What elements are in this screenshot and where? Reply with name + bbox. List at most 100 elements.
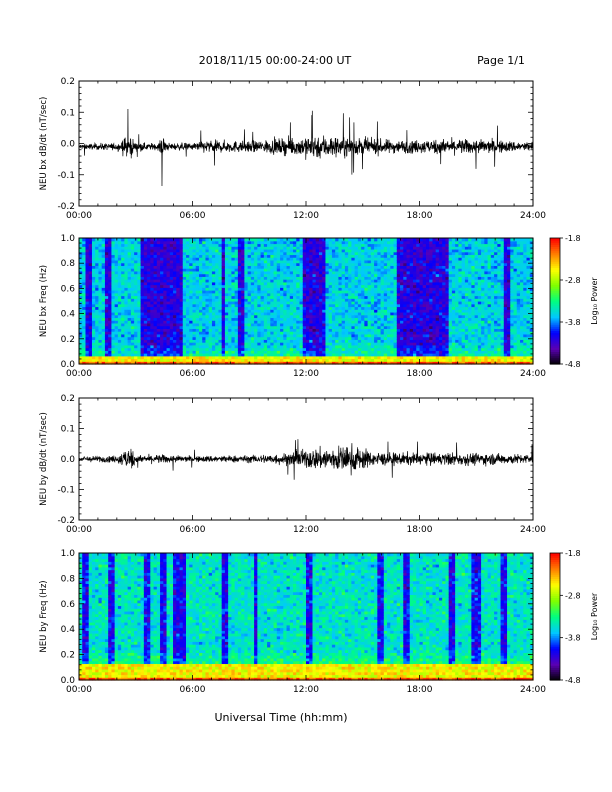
spectrogram-cell xyxy=(202,251,207,256)
spectrogram-cell xyxy=(124,284,129,288)
spectrogram-cell xyxy=(104,276,109,280)
spectrogram-cell xyxy=(276,240,281,245)
spectrogram-cell xyxy=(82,262,87,266)
spectrogram-cell xyxy=(124,339,129,343)
spectrogram-cell xyxy=(156,331,161,335)
spectrogram-cell xyxy=(263,336,268,340)
spectrogram-cell xyxy=(169,246,174,250)
spectrogram-cell xyxy=(306,281,310,286)
spectrogram-cell xyxy=(244,355,249,360)
spectrogram-cell xyxy=(137,240,142,245)
spectrogram-cell xyxy=(143,309,148,313)
spectrogram-cell xyxy=(91,268,96,272)
spectrogram-cell xyxy=(166,259,171,264)
spectrogram-cell xyxy=(257,317,262,321)
spectrogram-cell xyxy=(237,347,242,351)
spectrogram-cell xyxy=(224,358,229,362)
spectrogram-cell xyxy=(195,353,200,357)
spectrogram-cell xyxy=(306,333,310,338)
spectrogram-cell xyxy=(289,238,294,242)
spectrogram-cell xyxy=(79,295,83,299)
spectrogram-cell xyxy=(124,320,129,324)
spectrogram-cell xyxy=(270,284,275,288)
spectrogram-cell xyxy=(117,290,122,294)
spectrogram-cell xyxy=(202,279,207,283)
spectrogram-cell xyxy=(231,262,236,266)
spectrogram-cell xyxy=(104,325,109,329)
spectrogram-cell xyxy=(211,279,216,283)
spectrogram-cell xyxy=(293,311,297,316)
spectrogram-cell xyxy=(147,320,151,324)
spectrogram-cell xyxy=(156,347,161,351)
spectrogram-cell xyxy=(173,246,177,250)
spectrogram-cell xyxy=(270,361,275,365)
spectrogram-cell xyxy=(166,273,171,277)
spectrogram-cell xyxy=(241,295,245,299)
spectrogram-cell xyxy=(250,268,255,272)
spectrogram-cell xyxy=(286,303,291,308)
spectrogram-cell xyxy=(205,355,210,360)
spectrogram-cell xyxy=(283,342,288,346)
spectrogram-cell xyxy=(224,254,229,258)
spectrogram-cell xyxy=(150,254,155,258)
spectrogram-cell xyxy=(140,246,145,250)
spectrogram-cell xyxy=(286,344,291,349)
spectrogram-cell xyxy=(228,317,233,321)
spectrogram-cell xyxy=(234,292,239,297)
spectrogram-cell xyxy=(241,281,245,286)
spectrogram-cell xyxy=(302,273,307,277)
spectrogram-cell xyxy=(280,246,284,250)
spectrogram-cell xyxy=(163,248,168,253)
spectrogram-cell xyxy=(318,339,323,343)
spectrogram-cell xyxy=(215,292,220,297)
spectrogram-cell xyxy=(286,317,291,321)
spectrogram-cell xyxy=(150,262,155,266)
spectrogram-cell xyxy=(192,248,197,253)
spectrogram-cell xyxy=(153,276,158,280)
spectrogram-cell xyxy=(147,268,151,272)
spectrogram-cell xyxy=(179,325,184,329)
spectrogram-cell xyxy=(95,295,100,299)
spectrogram-cell xyxy=(299,320,304,324)
spectrogram-cell xyxy=(250,347,255,351)
spectrogram-cell xyxy=(143,298,148,302)
spectrogram-cell xyxy=(254,265,258,269)
spectrogram-cell xyxy=(192,301,197,305)
spectrogram-cell xyxy=(241,344,245,349)
spectrogram-cell xyxy=(293,331,297,335)
spectrogram-cell xyxy=(166,240,171,245)
spectrogram-cell xyxy=(95,251,100,256)
spectrogram-cell xyxy=(173,322,177,327)
spectrogram-cell xyxy=(117,358,122,362)
spectrogram-cell xyxy=(150,311,155,316)
spectrogram-cell xyxy=(244,270,249,275)
spectrogram-cell xyxy=(195,355,200,360)
spectrogram-cell xyxy=(195,309,200,313)
spectrogram-cell xyxy=(273,303,278,308)
spectrogram-cell xyxy=(104,311,109,316)
spectrogram-cell xyxy=(228,355,233,360)
spectrogram-cell xyxy=(257,353,262,357)
spectrogram-cell xyxy=(276,284,281,288)
spectrogram-cell xyxy=(286,281,291,286)
spectrogram-cell xyxy=(150,320,155,324)
spectrogram-cell xyxy=(85,339,90,343)
spectrogram-cell xyxy=(160,309,164,313)
spectrogram-cell xyxy=(79,339,83,343)
spectrogram-cell xyxy=(241,243,245,247)
spectrogram-cell xyxy=(114,279,119,283)
spectrogram-cell xyxy=(276,339,281,343)
spectrogram-cell xyxy=(195,298,200,302)
spectrogram-cell xyxy=(101,309,106,313)
spectrogram-cell xyxy=(186,257,190,261)
spectrogram-cell xyxy=(296,238,301,242)
spectrogram-cell xyxy=(202,325,207,329)
spectrogram-cell xyxy=(250,361,255,365)
spectrogram-cell xyxy=(117,265,122,269)
spectrogram-cell xyxy=(98,317,103,321)
spectrogram-cell xyxy=(215,281,220,286)
spectrogram-cell xyxy=(163,268,168,272)
spectrogram-cell xyxy=(160,361,164,365)
spectrogram-cell xyxy=(137,339,142,343)
spectrogram-cell xyxy=(117,353,122,357)
